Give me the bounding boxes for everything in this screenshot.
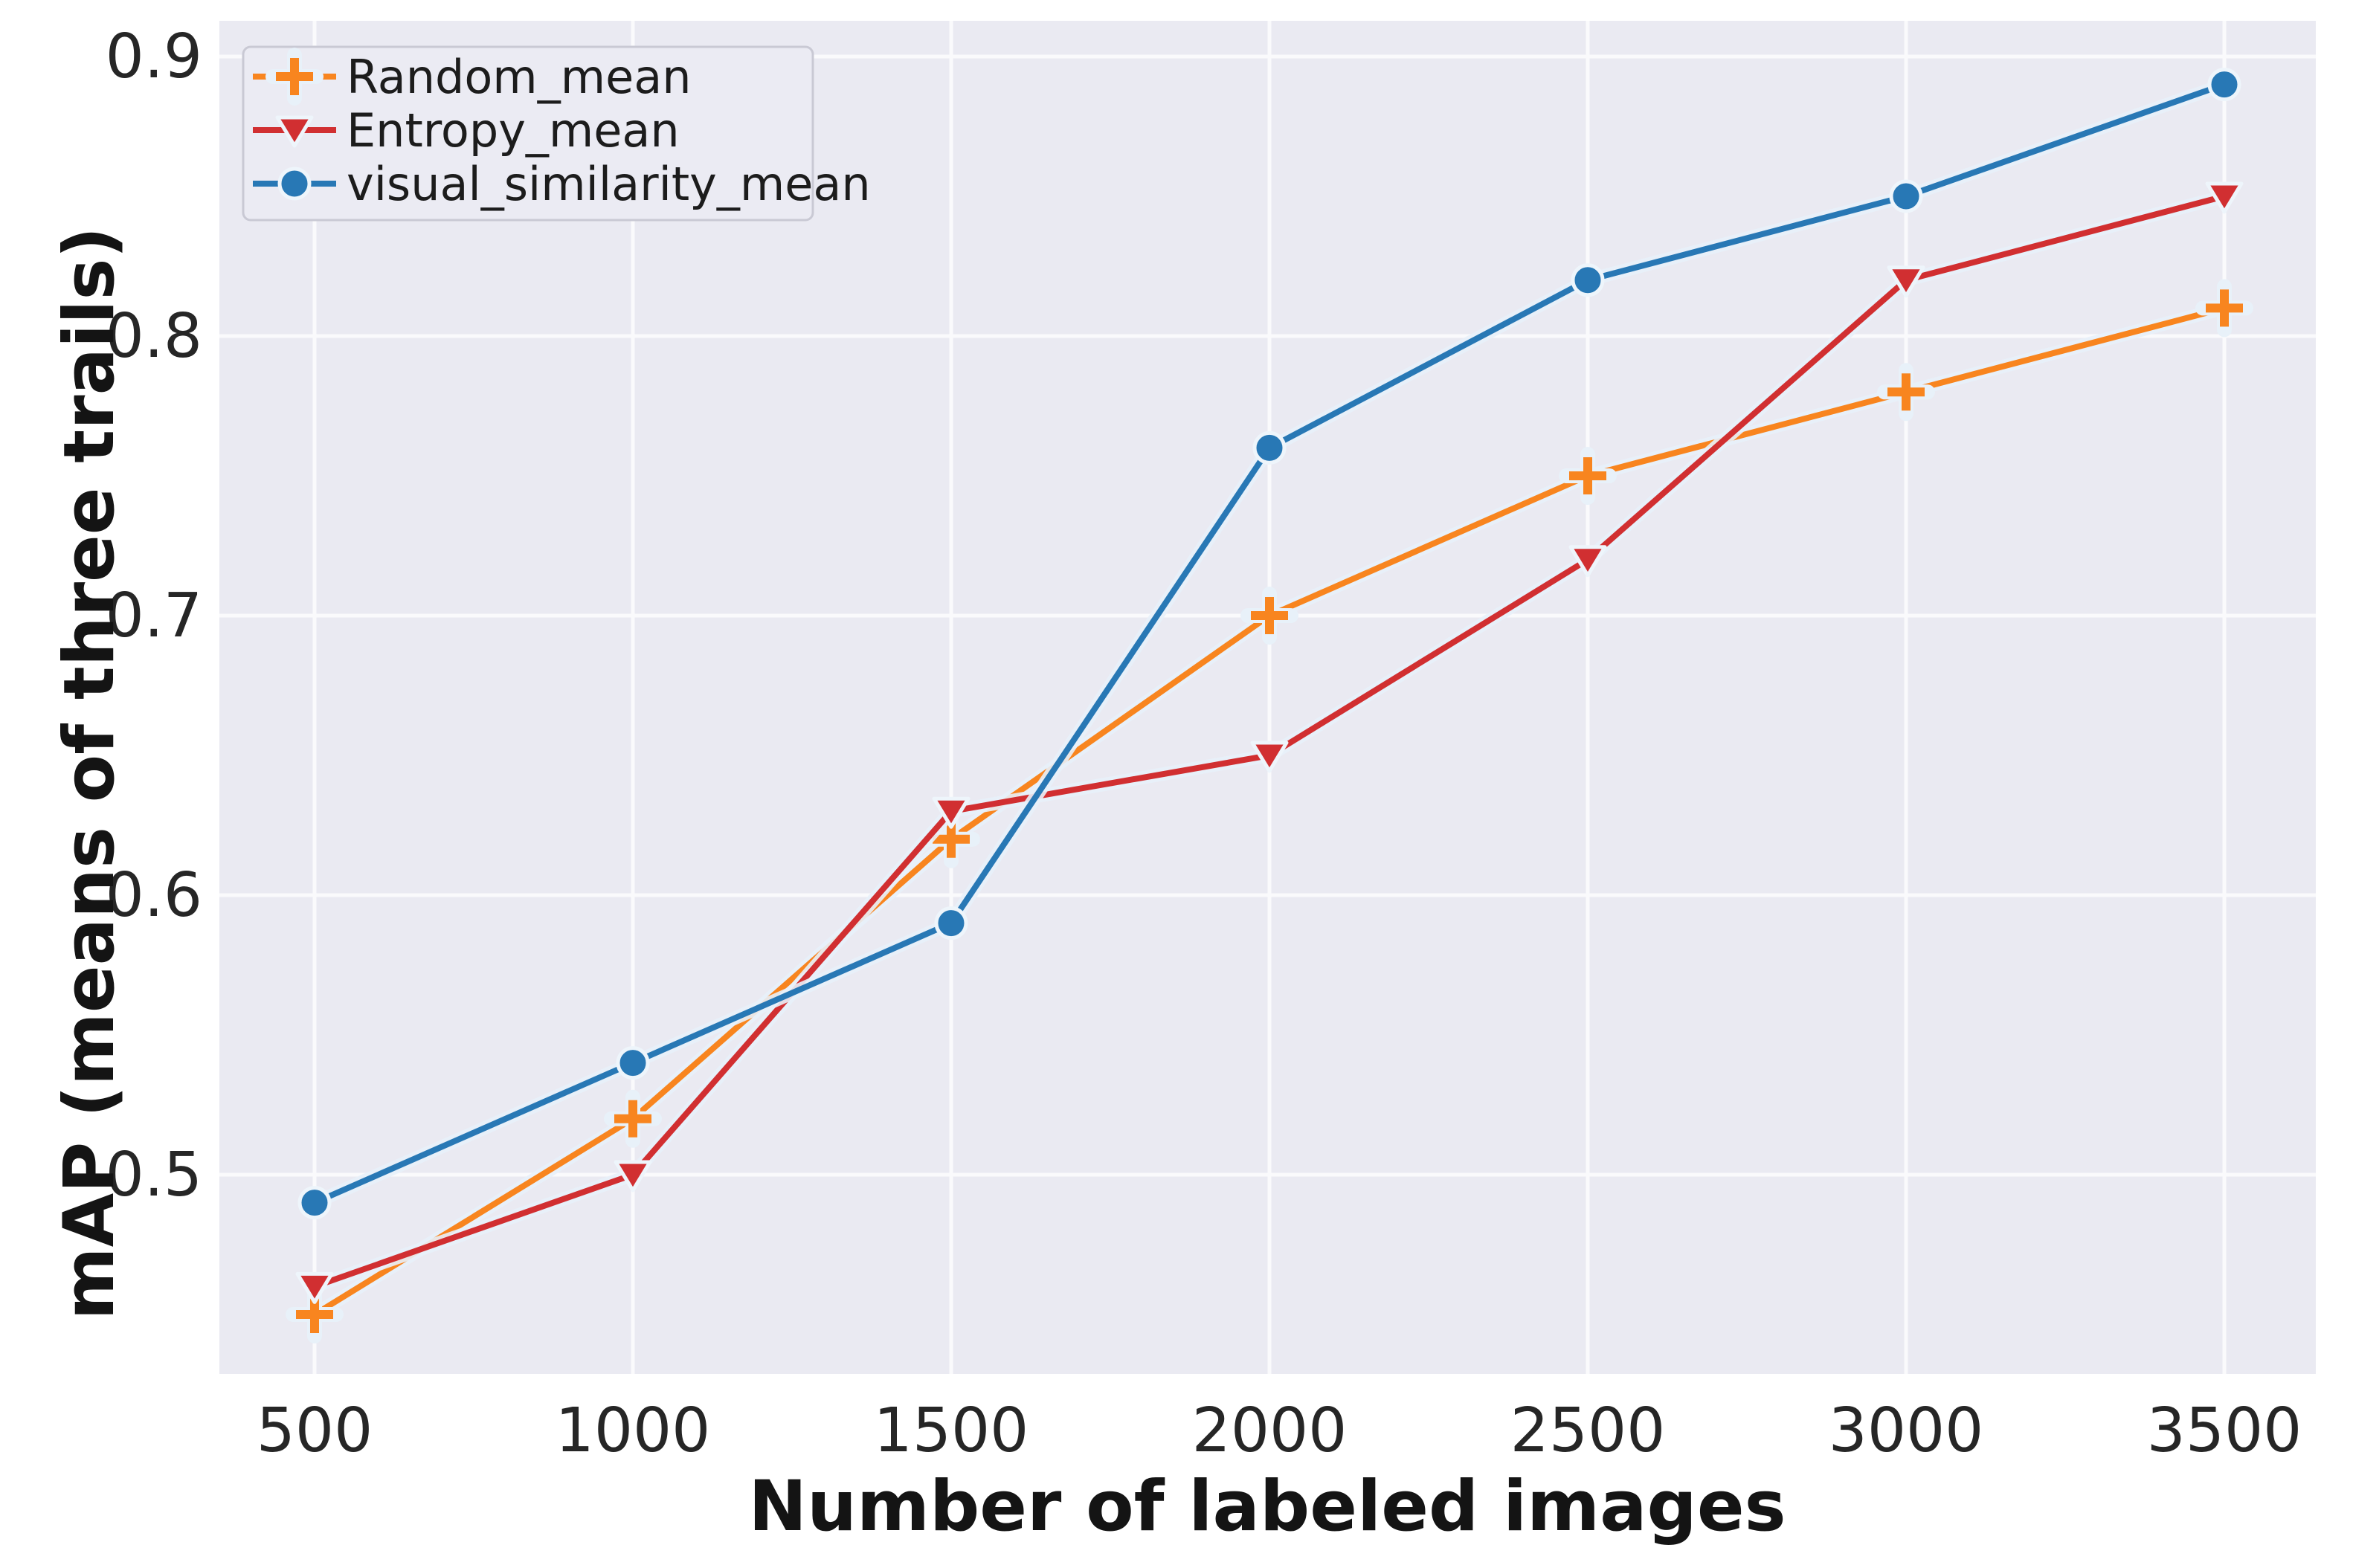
x-tick-label-1000: 1000 xyxy=(556,1396,711,1466)
legend-label: visual_similarity_mean xyxy=(347,157,871,211)
y-tick-label-0.7: 0.7 xyxy=(106,581,202,651)
marker-triangle-down-Entropy_mean-3000 xyxy=(1887,265,1925,298)
marker-triangle-down-Entropy_mean-2000 xyxy=(1250,741,1289,773)
y-tick-label-0.8: 0.8 xyxy=(106,301,202,372)
series-visual_similarity_mean xyxy=(297,68,2241,1220)
series-Random_mean xyxy=(286,279,2253,1343)
marker-plus-Random_mean-2000 xyxy=(1240,587,1298,645)
x-tick-label-500: 500 xyxy=(257,1396,373,1466)
x-tick-label-3000: 3000 xyxy=(1829,1396,1984,1466)
marker-plus-Random_mean-3000 xyxy=(1877,363,1935,422)
marker-circle-visual_similarity_mean-3500 xyxy=(2207,68,2241,102)
y-tick-label-0.5: 0.5 xyxy=(106,1140,202,1210)
legend-label: Entropy_mean xyxy=(347,103,680,158)
marker-circle-visual_similarity_mean-1000 xyxy=(616,1046,650,1080)
marker-triangle-down-Entropy_mean-2500 xyxy=(1568,545,1607,578)
legend-item-Random_mean: Random_mean xyxy=(253,48,692,106)
legend-box xyxy=(242,45,814,222)
x-tick-label-1500: 1500 xyxy=(874,1396,1029,1466)
marker-plus-Random_mean-2500 xyxy=(1559,447,1617,505)
marker-triangle-down-Entropy_mean-3500 xyxy=(2205,181,2244,214)
marker-circle-visual_similarity_mean-500 xyxy=(297,1186,332,1220)
marker-circle-visual_similarity_mean-3000 xyxy=(1889,179,1923,213)
marker-circle-visual_similarity_mean-1500 xyxy=(934,906,968,941)
y-tick-label-0.6: 0.6 xyxy=(106,860,202,931)
marker-plus-Random_mean-1000 xyxy=(604,1089,662,1148)
legend-item-visual_similarity_mean: visual_similarity_mean xyxy=(253,157,871,211)
x-tick-label-2500: 2500 xyxy=(1510,1396,1666,1466)
legend-marker-plus xyxy=(265,48,324,106)
marker-circle-visual_similarity_mean-2000 xyxy=(1252,430,1287,465)
y-tick-label-0.9: 0.9 xyxy=(106,22,202,92)
legend-marker-triangle-down xyxy=(275,115,314,148)
legend-item-Entropy_mean: Entropy_mean xyxy=(253,103,680,158)
legend-marker-circle xyxy=(277,167,312,201)
marker-circle-visual_similarity_mean-2500 xyxy=(1571,263,1605,297)
marker-plus-Random_mean-3500 xyxy=(2195,279,2253,338)
x-tick-label-3500: 3500 xyxy=(2147,1396,2302,1466)
marker-triangle-down-Entropy_mean-1000 xyxy=(614,1160,652,1193)
x-tick-label-2000: 2000 xyxy=(1192,1396,1348,1466)
y-axis-title: mAP (means of three trails) xyxy=(49,227,130,1320)
plot-root: 500 1000 1500 2000 2500 3000 3500 0.5 0.6 0.7 0.8 0… xyxy=(106,21,2316,1466)
series-Entropy_mean xyxy=(295,181,2244,1304)
legend-label: Random_mean xyxy=(347,50,692,104)
legend: Random_meanEntropy_meanvisual_similarity… xyxy=(242,45,871,222)
marker-triangle-down-Entropy_mean-500 xyxy=(295,1271,334,1304)
marker-triangle-down-Entropy_mean-1500 xyxy=(932,796,971,829)
x-axis-title: Number of labeled images xyxy=(748,1466,1786,1547)
